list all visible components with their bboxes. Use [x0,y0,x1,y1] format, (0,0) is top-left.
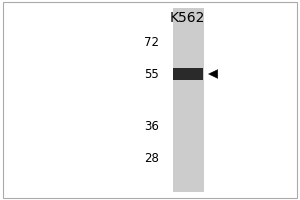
Text: 72: 72 [144,36,159,48]
Text: K562: K562 [170,11,205,25]
Text: 55: 55 [144,68,159,80]
Text: 28: 28 [144,152,159,164]
Text: 36: 36 [144,119,159,132]
Bar [172,8,204,192]
Polygon shape [208,70,218,78]
Bar [173,68,203,79]
